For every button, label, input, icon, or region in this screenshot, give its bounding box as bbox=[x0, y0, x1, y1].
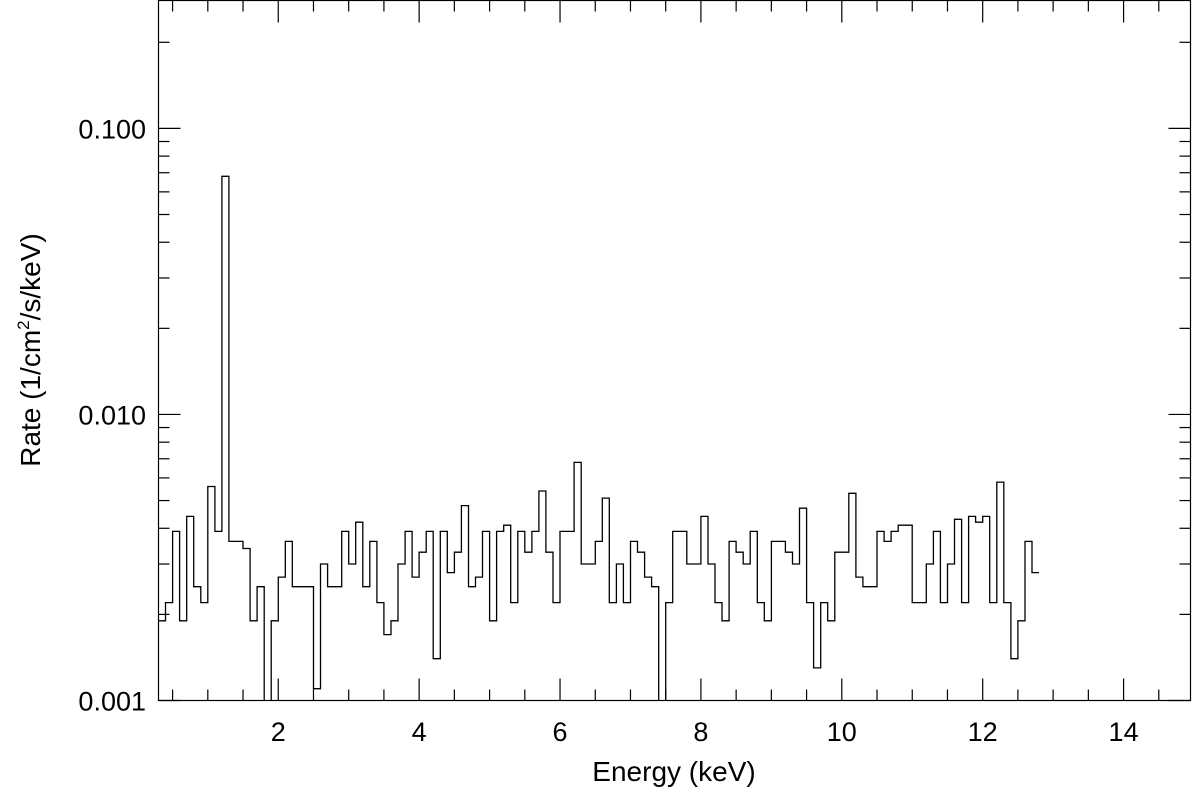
spectrum-series-line bbox=[158, 175, 1039, 701]
series-layer bbox=[158, 175, 1039, 701]
x-tick-label: 14 bbox=[1109, 717, 1139, 747]
x-tick-label: 2 bbox=[271, 717, 286, 747]
x-axis-ticks: 2 4 6 8 10 12 14 bbox=[171, 0, 1160, 747]
x-axis-title: Energy (keV) bbox=[592, 756, 755, 787]
y-tick-label: 0.010 bbox=[78, 400, 146, 430]
plot-frame bbox=[157, 0, 1192, 702]
y-axis-ticks: 0.001 0.010 0.100 bbox=[78, 41, 1191, 717]
y-axis-title: Rate (1/cm2/s/keV) bbox=[14, 233, 46, 467]
y-tick-label: 0.001 bbox=[78, 687, 146, 717]
x-tick-label: 6 bbox=[553, 717, 568, 747]
x-tick-label: 4 bbox=[412, 717, 427, 747]
x-tick-label: 8 bbox=[693, 717, 708, 747]
x-tick-label: 10 bbox=[827, 717, 857, 747]
x-tick-label: 12 bbox=[968, 717, 998, 747]
y-tick-label: 0.100 bbox=[78, 114, 146, 144]
